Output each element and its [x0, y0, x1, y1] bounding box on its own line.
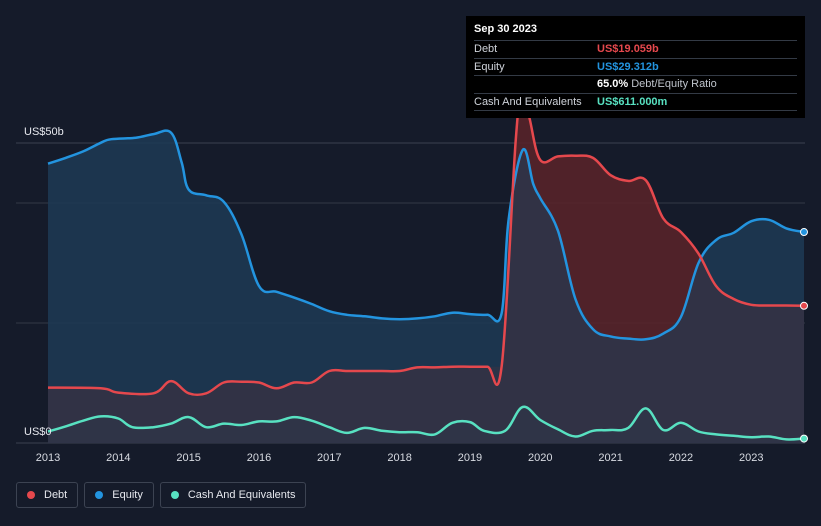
tooltip-row-cash: Cash And Equivalents US$611.000m: [474, 92, 797, 111]
cash-dot-icon: [170, 491, 179, 499]
x-tick-label: 2015: [176, 452, 200, 464]
legend-equity-toggle[interactable]: Equity: [84, 482, 154, 508]
x-tick-label: 2017: [317, 452, 341, 464]
tooltip-ratio-value: 65.0%: [597, 78, 629, 91]
tooltip-ratio-label: Debt/Equity Ratio: [631, 78, 717, 91]
equity-endpoint: [800, 228, 808, 237]
x-tick-label: 2020: [528, 452, 552, 464]
x-tick-label: 2013: [36, 452, 60, 464]
cash-line: [47, 405, 805, 441]
x-tick-label: 2021: [598, 452, 622, 464]
debt-endpoint: [800, 301, 808, 310]
debt-dot-icon: [27, 491, 35, 499]
cash-endpoint: [800, 434, 808, 443]
x-tick-label: 2014: [106, 452, 130, 464]
x-tick-label: 2018: [387, 452, 411, 464]
x-tick-label: 2023: [739, 452, 763, 464]
equity-dot-icon: [95, 491, 104, 499]
legend-cash-toggle[interactable]: Cash And Equivalents: [159, 482, 307, 508]
y-label-top: US$50b: [24, 126, 64, 138]
tooltip-row-ratio: 65.0% Debt/Equity Ratio: [474, 75, 797, 93]
x-tick-label: 2016: [247, 452, 271, 464]
series-areas: [48, 86, 804, 444]
tooltip-equity-value: US$29.312b: [597, 60, 659, 73]
x-tick-label: 2022: [669, 452, 693, 464]
tooltip-panel: Sep 30 2023 Debt US$19.059b Equity US$29…: [466, 16, 805, 118]
tooltip-debt-value: US$19.059b: [597, 43, 659, 56]
tooltip-row-equity: Equity US$29.312b: [474, 57, 797, 76]
x-axis-ticks: 2013 2014 2015 2016 2017 2018 2019 2020 2021 2022…: [36, 452, 764, 464]
tooltip-debt-label: Debt: [474, 43, 498, 56]
tooltip-row-debt: Debt US$19.059b: [474, 40, 797, 58]
legend-debt-label: Debt: [44, 489, 68, 501]
equity-line: [47, 129, 805, 341]
series-endpoints: [800, 228, 808, 443]
legend-cash-label: Cash And Equivalents: [187, 489, 296, 501]
tooltip-cash-label: Cash And Equivalents: [474, 95, 582, 108]
tooltip-cash-value: US$611.000m: [597, 95, 668, 108]
legend-debt-toggle[interactable]: Debt: [16, 482, 79, 508]
y-label-bottom: US$0: [24, 426, 52, 438]
debt-line: [47, 85, 805, 397]
tooltip-date: Sep 30 2023: [474, 23, 537, 35]
overlap-area: [48, 153, 804, 443]
series-lines: [47, 85, 805, 441]
legend: Debt Equity Cash And Equivalents: [16, 482, 307, 508]
x-tick-label: 2019: [458, 452, 482, 464]
tooltip-equity-label: Equity: [474, 60, 505, 73]
legend-equity-label: Equity: [112, 489, 143, 501]
